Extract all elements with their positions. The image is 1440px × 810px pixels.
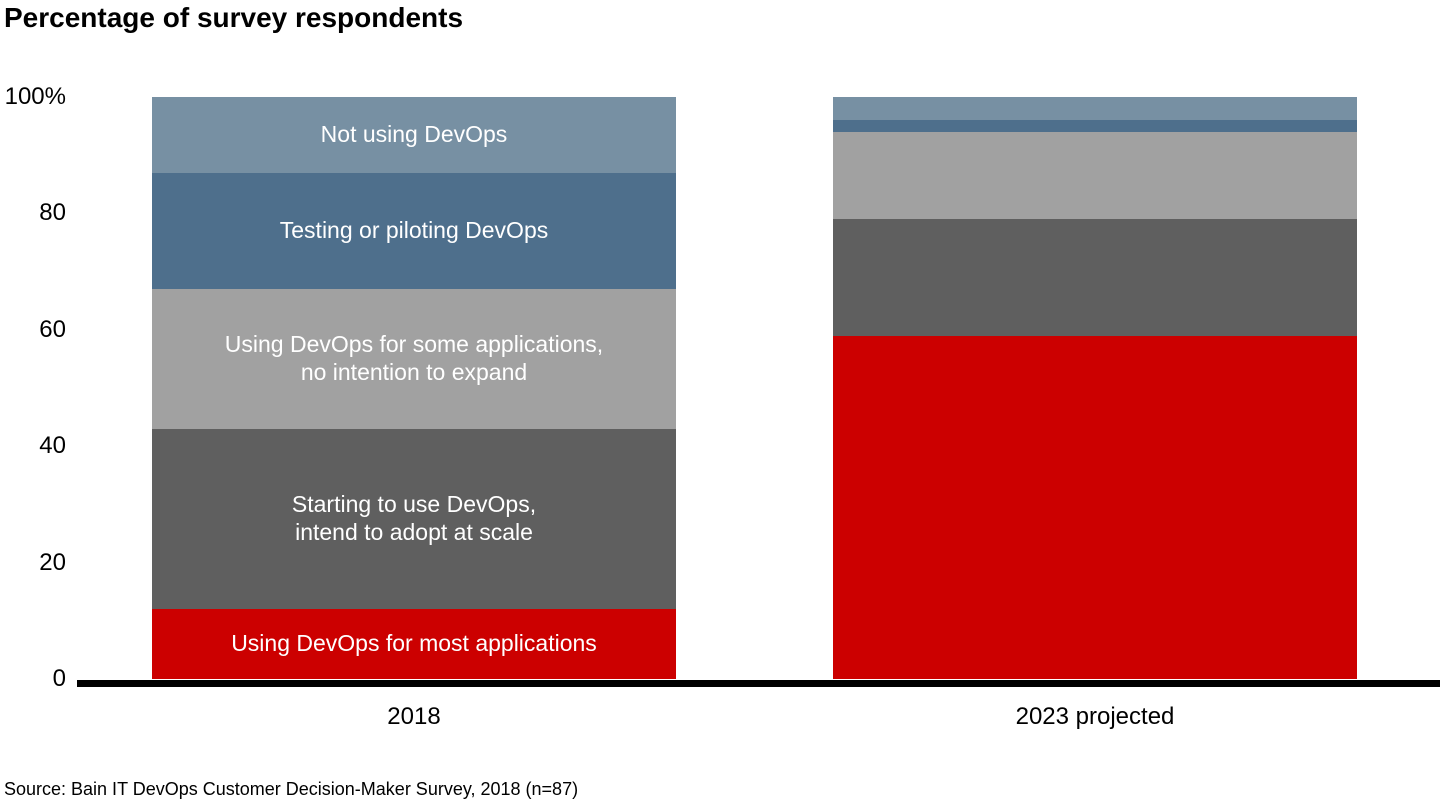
- bar-segment: [833, 97, 1357, 121]
- bar-segment: Testing or piloting DevOps: [152, 172, 676, 290]
- chart-title: Percentage of survey respondents: [4, 2, 464, 33]
- bar-segment: [833, 131, 1357, 220]
- x-axis-category-label: 2018: [387, 703, 441, 730]
- bar-segment: [833, 335, 1357, 679]
- segment-label: Testing or piloting DevOps: [279, 217, 549, 244]
- segment-label: Using DevOps for most applications: [231, 630, 597, 657]
- stacked-bar-2023-projected: [833, 97, 1357, 679]
- y-axis-tick-label: 60: [39, 315, 66, 343]
- segment-label: Using DevOps for some applications, no in…: [224, 331, 604, 385]
- y-axis-tick-label: 100%: [4, 83, 66, 110]
- y-axis-tick-label: 0: [52, 665, 66, 692]
- segment-label: Starting to use DevOps, intend to adopt a…: [291, 491, 537, 545]
- y-axis-tick-label: 40: [39, 432, 66, 460]
- stacked-bar-2018: Not using DevOps Testing or piloting DevO…: [152, 97, 676, 679]
- bar-segment: Starting to use DevOps, intend to adopt a…: [152, 428, 676, 610]
- bar-segment: [833, 120, 1357, 132]
- x-axis-category-label: 2023 projected: [1015, 703, 1175, 730]
- x-axis-line: [77, 680, 1440, 687]
- segment-label: Not using DevOps: [320, 121, 508, 148]
- bar-segment: Using DevOps for most applications: [152, 609, 676, 679]
- bar-segment: [833, 219, 1357, 336]
- bar-segment: Not using DevOps: [152, 97, 676, 173]
- y-axis-tick-label: 80: [39, 199, 66, 227]
- source-note: Source: Bain IT DevOps Customer Decision…: [4, 779, 579, 799]
- y-axis-tick-label: 20: [39, 548, 66, 576]
- bar-segment: Using DevOps for some applications, no in…: [152, 289, 676, 429]
